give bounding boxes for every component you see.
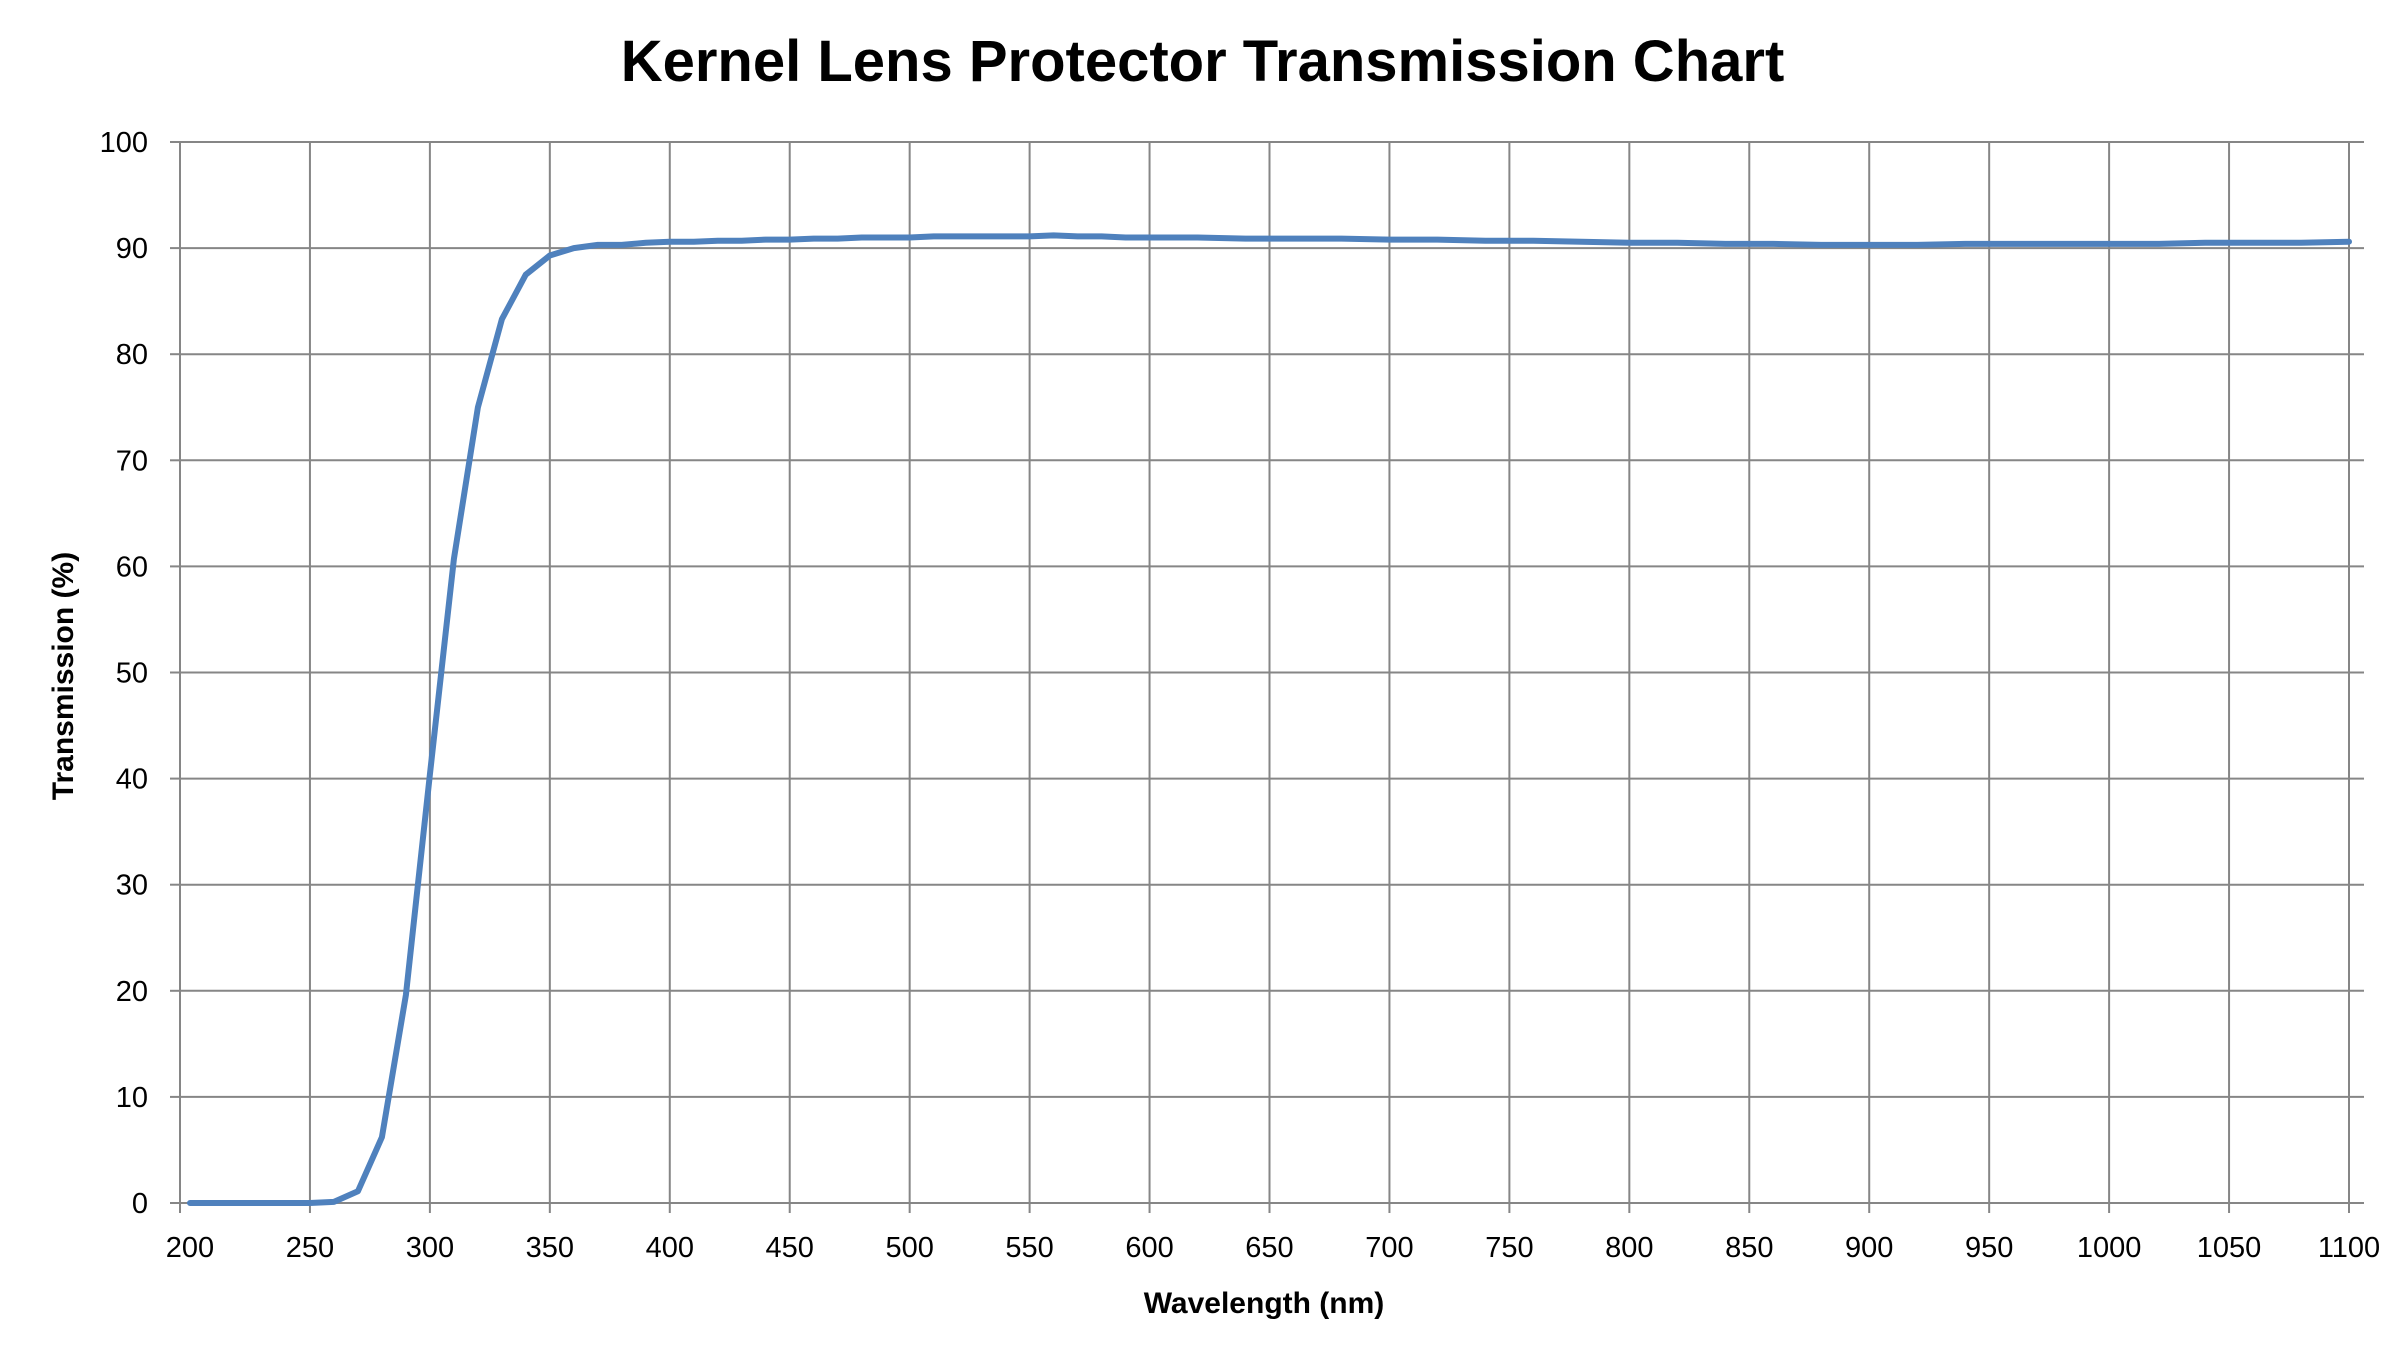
x-tick-label-300: 300 [406,1232,454,1264]
y-tick-label-90: 90 [116,233,148,265]
x-tick-label-500: 500 [885,1232,933,1264]
y-tick-label-40: 40 [116,764,148,796]
x-tick-label-250: 250 [286,1232,334,1264]
x-tick-label-1050: 1050 [2197,1232,2262,1264]
x-tick-label-950: 950 [1965,1232,2013,1264]
y-axis-tick-labels: 0 10 20 30 40 50 60 70 80 90 100 [100,127,148,1220]
horizontal-gridlines [170,141,2364,1204]
y-tick-label-70: 70 [116,445,148,477]
x-tick-label-850: 850 [1725,1232,1773,1264]
y-tick-label-20: 20 [116,976,148,1008]
x-axis-title: Wavelength (nm) [1144,1287,1385,1320]
series-layer [187,232,2352,1206]
chart-title: Kernel Lens Protector Transmission Chart [620,29,1785,94]
x-tick-label-600: 600 [1125,1232,1173,1264]
x-tick-label-1000: 1000 [2077,1232,2142,1264]
y-tick-label-100: 100 [100,127,148,159]
x-tick-label-800: 800 [1605,1232,1653,1264]
y-axis-title: Transmission (%) [47,552,80,800]
x-tick-label-200: 200 [166,1232,214,1264]
y-tick-label-30: 30 [116,870,148,902]
x-tick-label-750: 750 [1485,1232,1533,1264]
x-tick-label-450: 450 [766,1232,814,1264]
y-tick-label-60: 60 [116,551,148,583]
x-tick-label-900: 900 [1845,1232,1893,1264]
vertical-gridlines [179,142,2350,1213]
y-tick-label-50: 50 [116,658,148,690]
x-tick-label-650: 650 [1245,1232,1293,1264]
x-tick-label-700: 700 [1365,1232,1413,1264]
x-tick-label-400: 400 [646,1232,694,1264]
series-line-0 [187,232,2352,1206]
y-tick-label-0: 0 [132,1188,148,1220]
x-tick-label-350: 350 [526,1232,574,1264]
x-axis-tick-labels: 200 250 300 350 400 450 500 550 600 650 700 750 800 8… [166,1232,2380,1264]
y-tick-label-10: 10 [116,1082,148,1114]
x-tick-label-1100: 1100 [2318,1232,2380,1264]
y-tick-label-80: 80 [116,339,148,371]
x-tick-label-550: 550 [1005,1232,1053,1264]
